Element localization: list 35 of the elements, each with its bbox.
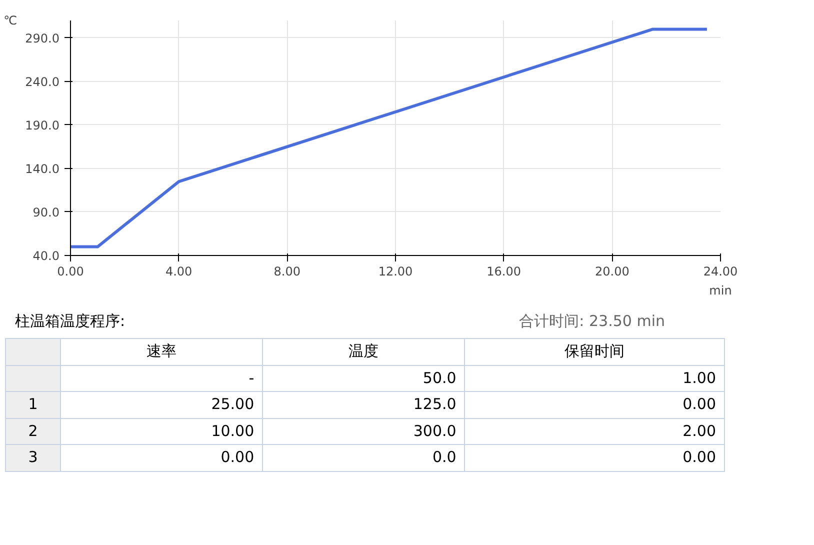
y-tick-label: 90.0 bbox=[32, 205, 60, 220]
y-tick-label: 240.0 bbox=[25, 74, 60, 89]
text: 合计时间: 23.50 min bbox=[519, 311, 665, 332]
text: 2 bbox=[6, 418, 60, 445]
text: 1.00 bbox=[464, 365, 724, 392]
x-tick-label: 20.00 bbox=[594, 264, 630, 278]
text: 温度 bbox=[262, 338, 465, 366]
x-axis-title: min bbox=[709, 284, 732, 298]
text: 0.00 bbox=[464, 392, 724, 418]
text: 50.0 bbox=[262, 365, 465, 392]
y-tick-label: 40.0 bbox=[32, 249, 60, 263]
x-tick-label: 24.00 bbox=[703, 264, 738, 278]
y-tick-label: 190.0 bbox=[25, 118, 60, 132]
y-tick-label: 290.0 bbox=[25, 31, 60, 46]
x-tick-label: 12.00 bbox=[378, 264, 413, 278]
text: 125.0 bbox=[262, 392, 465, 418]
text: 1 bbox=[6, 392, 60, 418]
text: 2.00 bbox=[464, 418, 724, 445]
text: 3 bbox=[6, 444, 60, 472]
text: 300.0 bbox=[262, 418, 465, 445]
text: 25.00 bbox=[60, 392, 263, 418]
text: 0.00 bbox=[60, 444, 263, 472]
text: 0.0 bbox=[262, 444, 465, 472]
text: 0.00 bbox=[464, 444, 724, 472]
y-tick-label: 140.0 bbox=[25, 162, 60, 176]
text: 柱温箱温度程序: bbox=[15, 311, 126, 332]
x-tick-label: 8.00 bbox=[274, 264, 301, 278]
x-tick-label: 4.00 bbox=[165, 264, 192, 278]
x-tick-label: 16.00 bbox=[486, 264, 522, 278]
y-axis-title: ℃ bbox=[4, 14, 18, 28]
text: - bbox=[60, 365, 263, 392]
text: 10.00 bbox=[60, 418, 263, 445]
text: 速率 bbox=[60, 338, 263, 366]
text: 保留时间 bbox=[464, 338, 724, 366]
x-tick-label: 0.00 bbox=[57, 264, 84, 278]
